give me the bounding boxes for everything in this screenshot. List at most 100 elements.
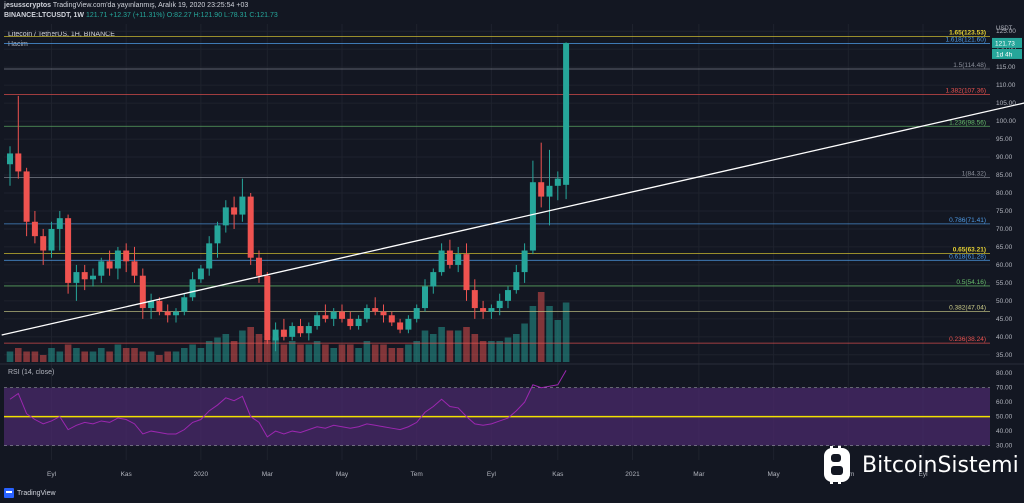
time-tick-label: Eyl <box>487 471 497 478</box>
candle-body <box>139 275 146 309</box>
candle-body <box>148 300 155 309</box>
last-price-tag-bg <box>992 37 1022 48</box>
volume-bar <box>479 341 487 362</box>
volume-bar <box>430 334 437 362</box>
volume-bar <box>454 330 462 362</box>
volume-bar <box>546 306 553 362</box>
chart-title: Litecoin / TetherUS, 1H, BINANCE <box>8 31 115 38</box>
candle-body <box>355 318 362 327</box>
volume-bar <box>64 344 72 362</box>
volume-bar <box>15 348 22 362</box>
volume-bar <box>106 351 113 362</box>
candle-body <box>554 178 561 186</box>
time-tick-label: Tem <box>411 471 423 478</box>
volume-bar <box>6 351 14 362</box>
candle-body <box>463 254 470 291</box>
volume-bar <box>421 330 429 362</box>
price-tick-label: 60.00 <box>996 262 1013 269</box>
candle-body <box>280 329 287 337</box>
volume-bar <box>181 348 188 362</box>
price-tick-label: 110.00 <box>996 82 1016 89</box>
time-tick-label: May <box>767 471 780 478</box>
candle-body <box>15 153 22 172</box>
candle-body <box>56 218 63 229</box>
candle-body <box>546 185 553 197</box>
rsi-label: RSI (14, close) <box>8 369 55 376</box>
candle-body <box>23 171 30 222</box>
time-tick-label: May <box>336 471 349 478</box>
candle-body <box>90 275 96 280</box>
time-tick-label: 2020 <box>194 471 209 478</box>
last-price-tag: 121.73 <box>995 40 1015 47</box>
volume-bar <box>264 341 271 362</box>
time-tick-label: Mar <box>262 471 274 478</box>
countdown-tag-bg <box>992 48 1022 59</box>
candle-body <box>397 322 404 330</box>
fib-level-label: 1.382(107.36) <box>946 88 986 95</box>
fib-level-label: 0.236(38.24) <box>949 336 986 343</box>
fib-level-label: 1.5(114.48) <box>953 62 986 69</box>
trend-line <box>1 102 1024 336</box>
candle-body <box>173 311 179 316</box>
candle-body <box>73 272 80 283</box>
candle-body <box>40 236 47 251</box>
price-tick-label: 105.00 <box>996 100 1016 107</box>
candle-body <box>231 207 238 215</box>
candle-body <box>289 326 296 337</box>
price-tick-label: 55.00 <box>996 280 1013 287</box>
volume-bar <box>48 348 55 362</box>
volume-bar <box>463 327 470 362</box>
volume-bar <box>347 344 354 362</box>
volume-bar <box>471 334 479 362</box>
candle-body <box>563 42 570 185</box>
candle-body <box>297 326 304 334</box>
volume-label: Hacim <box>8 41 28 48</box>
volume-bar <box>405 344 412 362</box>
price-tick-label: 40.00 <box>996 334 1013 341</box>
candle-body <box>438 250 445 273</box>
volume-bar <box>504 337 512 362</box>
volume-bar <box>214 337 221 362</box>
volume-bar <box>89 351 97 362</box>
symbol-info: BINANCE:LTCUSDT, 1W 121.71 +12.37 (+11.3… <box>4 12 278 19</box>
volume-bar <box>446 330 454 362</box>
watermark-text: BitcoinSistemi <box>862 452 1019 478</box>
currency-label: USDT <box>996 26 1013 32</box>
bitcoin-icon <box>824 446 850 484</box>
price-tick-label: 115.00 <box>996 64 1016 71</box>
candle-body <box>538 182 545 197</box>
candle-body <box>164 311 171 316</box>
candle-body <box>181 297 188 312</box>
price-tick-label: 45.00 <box>996 316 1013 323</box>
volume-bar <box>537 292 545 362</box>
candle-body <box>272 329 279 341</box>
candle-body <box>330 311 337 319</box>
candle-body <box>123 250 130 262</box>
time-tick-label: Eyl <box>47 471 57 478</box>
rsi-tick-label: 70.00 <box>996 385 1013 392</box>
tradingview-logo[interactable]: TradingView <box>4 488 56 498</box>
candle-body <box>81 272 88 280</box>
candle-body <box>455 254 462 265</box>
change-value: +12.37 (+11.31%) <box>109 12 165 19</box>
volume-bar <box>529 306 537 362</box>
open-value: O:82.27 <box>166 12 192 19</box>
publish-info: jesusscryptos TradingView.com'da yayınla… <box>4 2 248 9</box>
candle-body <box>413 308 420 319</box>
candle-body <box>305 326 312 334</box>
volume-bar <box>230 341 238 362</box>
time-tick-label: Eyl <box>918 471 928 478</box>
candle-body <box>480 308 487 312</box>
candle-body <box>422 286 428 309</box>
rsi-tick-label: 60.00 <box>996 399 1013 406</box>
candle-body <box>347 318 354 327</box>
candle-body <box>363 308 370 319</box>
volume-bar <box>197 348 205 362</box>
volume-bar <box>31 351 39 362</box>
candle-body <box>247 196 254 258</box>
candle-body <box>222 207 229 226</box>
fib-level-label: 0.618(61.28) <box>949 253 986 260</box>
candle-body <box>405 318 412 330</box>
fib-level-label: 1.65(123.53) <box>949 29 986 36</box>
